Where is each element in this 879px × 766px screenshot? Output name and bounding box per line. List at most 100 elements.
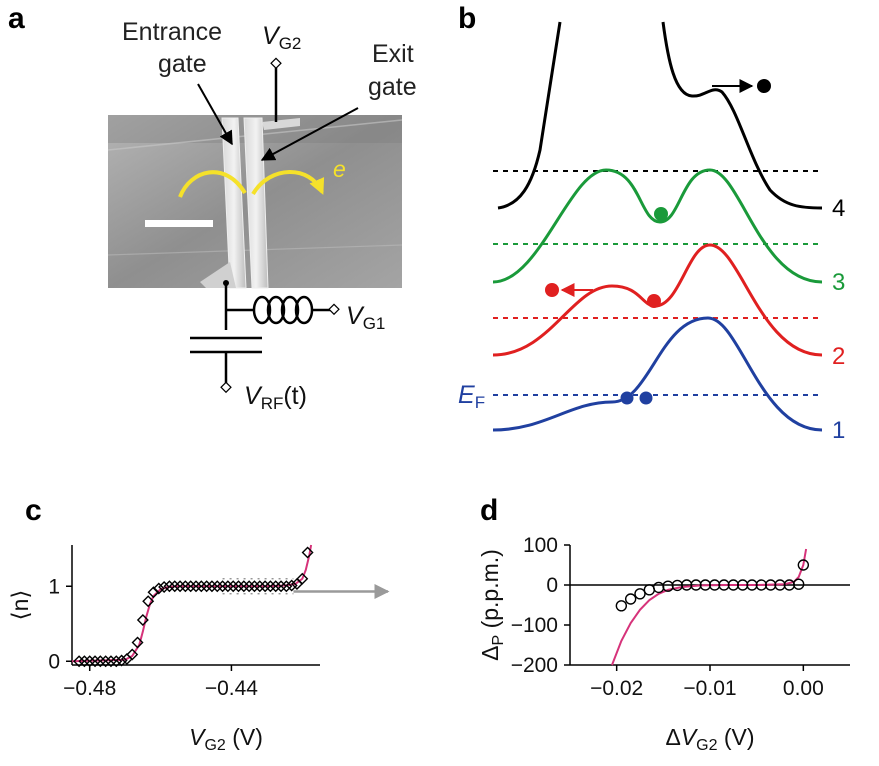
d-fit-curve <box>611 548 808 666</box>
c-data-point <box>248 580 261 593</box>
gate-node <box>223 280 229 286</box>
potential-4-left <box>497 21 562 210</box>
c-data-point <box>142 595 155 608</box>
d-data-point <box>634 588 646 600</box>
exit-gate-label-1: Exit <box>372 40 414 68</box>
d-data-point <box>652 581 665 594</box>
loaded-electron-b <box>639 391 653 405</box>
entrance-gate-pointer <box>197 83 233 146</box>
c-data-point <box>94 655 107 668</box>
c-data-point <box>126 648 139 661</box>
panel-c-label: c <box>25 494 42 527</box>
c-data-point <box>78 655 91 668</box>
c-data-point <box>179 580 192 593</box>
vrf-terminal <box>220 381 232 394</box>
c-data-point <box>221 580 234 593</box>
trapped-electron-2 <box>647 294 661 308</box>
c-data-point <box>237 580 250 593</box>
c-data-point <box>301 546 314 559</box>
c-data-point <box>115 654 128 667</box>
panel-c: c −0.48 −0.44 0 1 VG2 (V) ⟨n⟩ <box>7 494 390 754</box>
c-data-point <box>253 580 266 593</box>
c-data-point <box>110 655 123 668</box>
c-data-point <box>99 655 112 668</box>
entrance-gate-strip <box>221 117 247 289</box>
scale-bar <box>145 220 213 227</box>
panel-b: b EF 4 3 2 1 <box>458 2 845 444</box>
d-data-point <box>615 600 628 612</box>
vg1-terminal <box>328 303 340 316</box>
exit-gate-pad <box>262 118 300 130</box>
exit-gate-pointer <box>260 107 359 161</box>
exit-gate-label-2: gate <box>368 73 417 101</box>
c-data-point <box>243 580 256 593</box>
c-data-point <box>89 655 102 668</box>
vrf-label: VRF(t) <box>244 382 307 413</box>
ejected-electron <box>545 283 559 297</box>
c-data-point <box>168 580 181 593</box>
c-x-axis-label: VG2 (V) <box>189 724 263 754</box>
electron-label: e <box>333 156 346 182</box>
vg1-label: VG1 <box>346 302 385 333</box>
d-y-tick-label: 0 <box>546 574 558 597</box>
c-data-point <box>131 636 144 649</box>
c-x-tick-label: −0.48 <box>63 677 116 700</box>
vg2-terminal <box>270 57 282 70</box>
c-fit-curve <box>71 544 313 663</box>
c-data-point <box>259 580 272 593</box>
loaded-electron-a <box>620 391 634 405</box>
d-y-tick-label: 100 <box>523 534 558 557</box>
tunnel-arrow-2 <box>251 170 325 196</box>
c-data-point <box>205 580 218 593</box>
c-data-point <box>136 614 149 626</box>
c-data-point <box>174 580 187 593</box>
escaped-electron <box>757 79 771 93</box>
d-y-tick-label: −100 <box>511 614 558 637</box>
c-data-point <box>275 580 288 593</box>
vg2-label: VG2 <box>262 22 301 53</box>
d-y-tick-label: −200 <box>511 654 558 677</box>
panel-d: d −0.02 −0.01 0.00 100 0 −100 −200 ΔVG2 (V) ΔP (… <box>477 494 850 754</box>
c-data-point <box>296 572 309 585</box>
panel-a-label: a <box>8 2 25 35</box>
panel-a: a Entrance gate Exit gate VG2 e <box>8 2 417 413</box>
c-y-axis-label: ⟨n⟩ <box>7 590 33 621</box>
c-data-point <box>152 582 165 595</box>
d-x-axis-label: ΔVG2 (V) <box>665 724 754 754</box>
d-data-point <box>624 593 637 605</box>
trapped-electron-3 <box>654 207 668 221</box>
panel-d-label: d <box>480 494 498 527</box>
d-x-tick-label: −0.02 <box>590 677 643 700</box>
c-data-point <box>158 581 171 593</box>
d-x-tick-label: 0.00 <box>783 677 824 700</box>
d-data-point <box>643 584 656 596</box>
c-data-point <box>184 580 197 593</box>
c-data-point <box>280 580 293 593</box>
c-data-point <box>264 580 277 593</box>
c-data-point <box>216 580 229 593</box>
d-y-axis-label: ΔP (p.p.m.) <box>477 549 507 661</box>
c-data-point <box>211 580 224 593</box>
potential-3 <box>492 168 823 284</box>
level-label-1: 1 <box>832 417 845 444</box>
c-data-point <box>200 580 213 593</box>
level-label-2: 2 <box>832 343 845 370</box>
c-data-point <box>83 655 96 668</box>
d-data-point <box>797 559 810 571</box>
c-data-point <box>285 579 298 592</box>
c-data-point <box>163 580 176 593</box>
c-data-point <box>195 580 208 593</box>
d-data-point <box>792 578 805 590</box>
c-x-tick-label: −0.44 <box>205 677 258 700</box>
tunnel-arrow-1 <box>178 170 247 198</box>
chart-d: −0.02 −0.01 0.00 100 0 −100 −200 ΔVG2 (V) ΔP (p.… <box>477 534 850 754</box>
panel-b-label: b <box>458 2 476 35</box>
potential-1 <box>492 316 823 432</box>
potential-4-right <box>661 21 823 210</box>
c-data-point <box>73 655 86 668</box>
ef-label: EF <box>458 381 485 412</box>
inductor-coil <box>252 295 314 325</box>
level-label-3: 3 <box>832 269 845 296</box>
c-data-point <box>269 580 282 593</box>
